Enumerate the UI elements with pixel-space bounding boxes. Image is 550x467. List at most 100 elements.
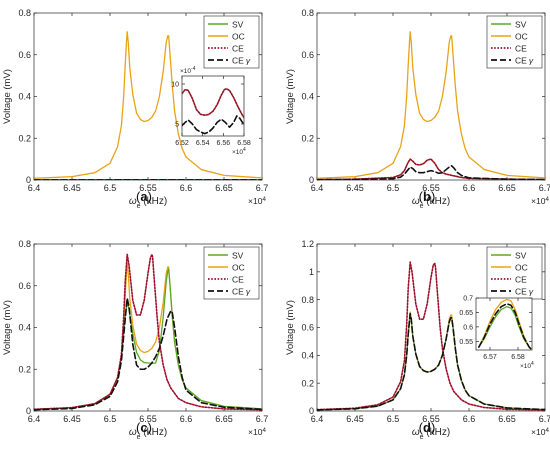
x-tick-label: 6.55 — [422, 183, 440, 193]
series-line-CE — [182, 88, 244, 119]
inset-x-multiplier-base: ×10 — [520, 363, 531, 370]
legend-label-text: SV — [515, 251, 527, 261]
legend-label: CE γ — [515, 56, 534, 66]
x-tick-label: 6.58 — [237, 140, 251, 147]
x-axis-label-symbol: ω — [412, 427, 420, 438]
x-tick-label: 6.45 — [63, 414, 81, 424]
x-tick-label: 6.45 — [346, 183, 364, 193]
y-tick-label: 0 — [309, 406, 314, 416]
y-tick-label: 0.8 — [18, 239, 31, 249]
legend-label: SV — [232, 251, 244, 261]
inset-x-multiplier: ×104 — [520, 361, 534, 370]
x-tick-label: 6.7 — [539, 183, 550, 193]
x-tick-label: 6.55 — [422, 414, 440, 424]
x-tick-label: 6.54 — [196, 140, 210, 147]
x-multiplier-exp: 4 — [545, 427, 549, 434]
panel-caption-letter: c — [140, 420, 147, 435]
series-line-CE-γ — [478, 302, 532, 350]
inset-x-multiplier: ×104 — [232, 147, 246, 156]
x-axis-label-symbol: ω — [129, 196, 137, 207]
panel-caption-paren: ( — [419, 189, 424, 204]
panel-caption-letter: b — [423, 189, 431, 204]
x-multiplier-exp: 4 — [262, 196, 266, 203]
x-tick-label: 6.52 — [175, 140, 189, 147]
plot-frame — [181, 75, 245, 137]
legend-label: CE γ — [232, 287, 251, 297]
chart-panel-4: 6.4 6.45 6.5 6.55 6.6 6.65 6.7 0 0.2 0.4 0.6 0.8 1 1.… — [285, 239, 550, 440]
x-tick-label: 6.57 — [483, 354, 497, 361]
y-tick-label: 0.2 — [18, 133, 31, 143]
y-tick-label: 0.2 — [301, 378, 314, 388]
x-axis-label-symbol: ω — [129, 427, 137, 438]
legend-label: CE γ — [515, 287, 534, 297]
y-tick-label: 0.6 — [301, 50, 314, 60]
x-axis-label-sub: e — [420, 203, 424, 210]
series-line-OC — [317, 31, 545, 179]
y-tick-label: 0.4 — [18, 92, 31, 102]
y-tick-label: 0.6 — [18, 281, 31, 291]
x-tick-label: 6.5 — [387, 183, 400, 193]
x-tick-label: 6.55 — [139, 414, 157, 424]
x-tick-label: 6.4 — [311, 183, 324, 193]
x-multiplier-exp: 4 — [262, 427, 266, 434]
legend-label-symbol: γ — [529, 56, 534, 66]
y-tick-label: 0.4 — [301, 92, 314, 102]
series-line-CE-γ — [317, 312, 545, 411]
x-tick-label: 6.6 — [463, 183, 476, 193]
legend-label: SV — [515, 251, 527, 261]
panel-caption-paren: ) — [431, 420, 435, 435]
series-line-CE-γ — [34, 297, 262, 411]
x-tick-label: 6.5 — [387, 414, 400, 424]
x-axis-label-unit: (kHz) — [141, 427, 168, 438]
y-tick-label: 5 — [175, 121, 179, 128]
x-tick-label: 6.55 — [139, 183, 157, 193]
inset-x-multiplier-exp: 4 — [243, 147, 246, 153]
y-tick-label: 1 — [309, 267, 314, 277]
legend-label-text: CE — [232, 275, 244, 285]
x-axis-label: ωe (kHz) — [412, 427, 450, 441]
legend-label-text: CE — [515, 287, 527, 297]
series-line-CE-γ — [317, 165, 545, 180]
panel-caption-paren: ( — [136, 189, 141, 204]
x-axis-label: ωe (kHz) — [129, 427, 167, 441]
x-axis-label: ωe (kHz) — [412, 196, 450, 210]
panel-caption: (a) — [136, 189, 152, 204]
x-tick-label: 6.65 — [498, 183, 516, 193]
y-tick-label: 0.6 — [463, 324, 473, 331]
y-tick-label: 0.6 — [18, 50, 31, 60]
x-tick-label: 6.4 — [28, 414, 41, 424]
y-tick-label: 0.8 — [18, 8, 31, 18]
x-axis-label-unit: (kHz) — [141, 196, 168, 207]
x-multiplier-base: ×10 — [531, 196, 546, 206]
legend-label-text: CE — [232, 56, 244, 66]
x-tick-label: 6.5 — [104, 414, 117, 424]
y-tick-label: 0 — [26, 175, 31, 185]
x-axis-label-sub: e — [137, 203, 141, 210]
legend-label-text: OC — [232, 263, 245, 273]
y-axis-label: Voltage (mV) — [2, 300, 13, 355]
series-line-CE-γ — [182, 115, 244, 135]
y-tick-label: 1.2 — [301, 239, 314, 249]
legend-label: CE — [232, 44, 244, 54]
y-tick-label: 10 — [171, 81, 179, 88]
panel-caption-letter: a — [140, 189, 148, 204]
legend-label-text: CE — [515, 56, 527, 66]
y-tick-label: 0.2 — [18, 364, 31, 374]
x-tick-label: 6.65 — [215, 183, 233, 193]
chart-panel-1: 6.4 6.45 6.5 6.55 6.6 6.65 6.7 0 0.2 0.4 0.6 0.8 Vol… — [2, 8, 268, 209]
x-axis-label: ωe (kHz) — [129, 196, 167, 210]
legend-label: OC — [232, 263, 245, 273]
legend-label: CE — [515, 44, 527, 54]
series-line-OC — [34, 31, 262, 179]
x-multiplier-base: ×10 — [248, 196, 263, 206]
inset-y-multiplier: ×10-4 — [180, 66, 196, 75]
inset-y-multiplier-base: ×10 — [180, 68, 191, 75]
chart-panel-3: 6.4 6.45 6.5 6.55 6.6 6.65 6.7 0 0.2 0.4 0.6 0.8 Vol… — [2, 239, 268, 440]
x-tick-label: 6.65 — [498, 414, 516, 424]
legend-label-text: SV — [232, 20, 244, 30]
legend-label: SV — [232, 20, 244, 30]
x-tick-label: 6.6 — [463, 414, 476, 424]
